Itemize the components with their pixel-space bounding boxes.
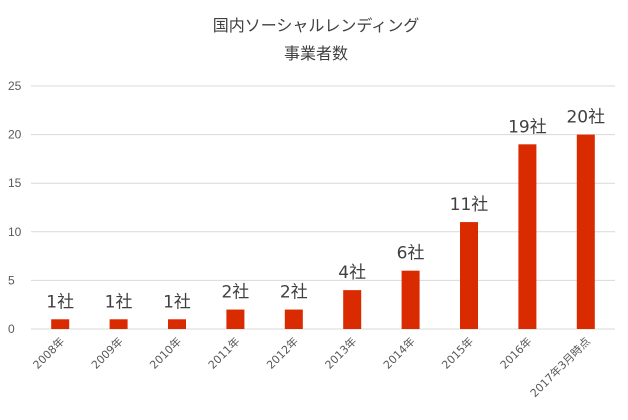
y-axis-ticks: 0 5 10 15 20 25 — [8, 79, 22, 336]
gridlines — [31, 85, 615, 330]
x-tick-label: 2016年 — [497, 334, 534, 371]
chart-subtitle: 事業者数 — [284, 44, 348, 63]
data-label: 1社 — [163, 292, 191, 312]
bar-2010年 — [168, 319, 186, 329]
y-tick-label: 20 — [8, 128, 22, 142]
bar-2017年3月時点 — [576, 134, 595, 329]
x-tick-label: 2009年 — [88, 334, 125, 371]
x-axis-ticks: 2008年 2009年 2010年 2011年 2012年 2013年 2014年 2015年… — [30, 334, 593, 400]
data-label: 19社 — [508, 117, 547, 137]
x-tick-label: 2012年 — [263, 334, 300, 371]
data-label: 2社 — [280, 283, 308, 303]
data-label: 11社 — [450, 195, 489, 215]
y-tick-label: 15 — [8, 176, 22, 190]
bar-2014年 — [401, 270, 420, 329]
y-tick-label: 10 — [8, 225, 22, 239]
y-tick-label: 0 — [8, 322, 15, 336]
x-tick-label: 2017年3月時点 — [527, 334, 593, 400]
data-label: 1社 — [46, 292, 74, 312]
data-labels: 1社 1社 1社 2社 2社 4社 6社 11社 19社 20社 — [46, 108, 605, 313]
x-tick-label: 2014年 — [380, 334, 417, 371]
bar-2013年 — [343, 290, 362, 329]
bar-2012年 — [284, 309, 303, 329]
x-tick-label: 2013年 — [322, 334, 359, 371]
data-label: 20社 — [566, 108, 605, 128]
data-label: 2社 — [221, 283, 249, 303]
data-label: 4社 — [338, 263, 366, 283]
chart-title: 国内ソーシャルレンディング — [213, 16, 420, 35]
y-tick-label: 25 — [8, 79, 22, 93]
data-label: 6社 — [397, 244, 425, 264]
x-tick-label: 2011年 — [205, 334, 242, 371]
x-tick-label: 2010年 — [147, 334, 184, 371]
bar-2016年 — [518, 144, 537, 329]
bar-2015年 — [460, 222, 478, 329]
x-tick-label: 2008年 — [30, 334, 67, 371]
bar-2009年 — [109, 319, 128, 329]
data-label: 1社 — [105, 292, 133, 312]
y-tick-label: 5 — [8, 273, 15, 287]
x-tick-label: 2015年 — [439, 334, 476, 371]
bar-2011年 — [226, 309, 245, 329]
bar-2008年 — [51, 319, 70, 329]
bars — [51, 134, 595, 329]
